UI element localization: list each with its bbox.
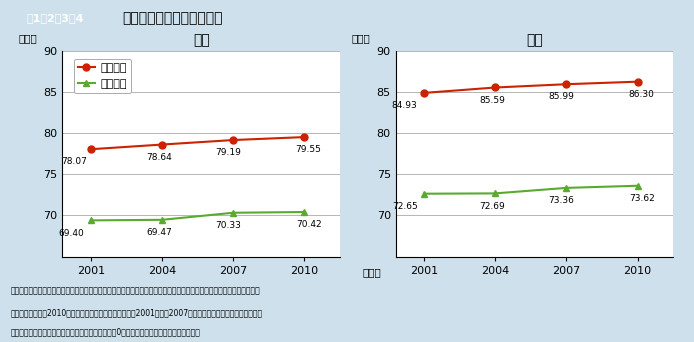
Text: 73.36: 73.36 [548,196,574,205]
Text: （年）: （年） [18,33,37,43]
Legend: 平均寸命, 健康寸命: 平均寸命, 健康寸命 [74,59,131,93]
Text: 72.69: 72.69 [480,202,505,211]
Text: 図1－2－3－4: 図1－2－3－4 [27,13,84,23]
Title: 男性: 男性 [193,34,210,47]
Text: 69.47: 69.47 [146,228,172,237]
Text: （年）: （年） [362,267,381,277]
Text: 86.30: 86.30 [629,90,654,99]
Text: 84.93: 84.93 [391,101,418,110]
Text: 78.64: 78.64 [146,153,172,162]
Text: 70.42: 70.42 [296,220,321,229]
Text: 平均寸命の2010年は厚生労働省「完全生命表」、2001年から2007年までは厚生労働省「簡易生命表」: 平均寸命の2010年は厚生労働省「完全生命表」、2001年から2007年までは厚… [10,308,262,317]
Text: 73.62: 73.62 [629,194,654,203]
Text: 85.59: 85.59 [480,96,505,105]
Text: （年）: （年） [351,33,370,43]
Text: 79.19: 79.19 [215,148,241,157]
Text: 70.33: 70.33 [215,221,241,230]
Text: 資料：健康寸命は厚生労働科学研究費補助金「健康寸命における将来予測と生活習慣病対策の費用対効果に関する研究」: 資料：健康寸命は厚生労働科学研究費補助金「健康寸命における将来予測と生活習慣病対… [10,287,260,296]
Text: 79.55: 79.55 [296,145,321,154]
Text: （注）日常生活に制限のない期間が「健康寸命」、0歳の平均余命が「平均寸命」である。: （注）日常生活に制限のない期間が「健康寸命」、0歳の平均余命が「平均寸命」である… [10,328,201,337]
Title: 女性: 女性 [526,34,543,47]
Text: 72.65: 72.65 [391,202,418,211]
Text: 78.07: 78.07 [61,158,87,167]
Text: 85.99: 85.99 [548,92,574,102]
Text: 69.40: 69.40 [58,229,85,238]
Text: 健康寸命と平均寸命の推移: 健康寸命と平均寸命の推移 [123,11,223,25]
